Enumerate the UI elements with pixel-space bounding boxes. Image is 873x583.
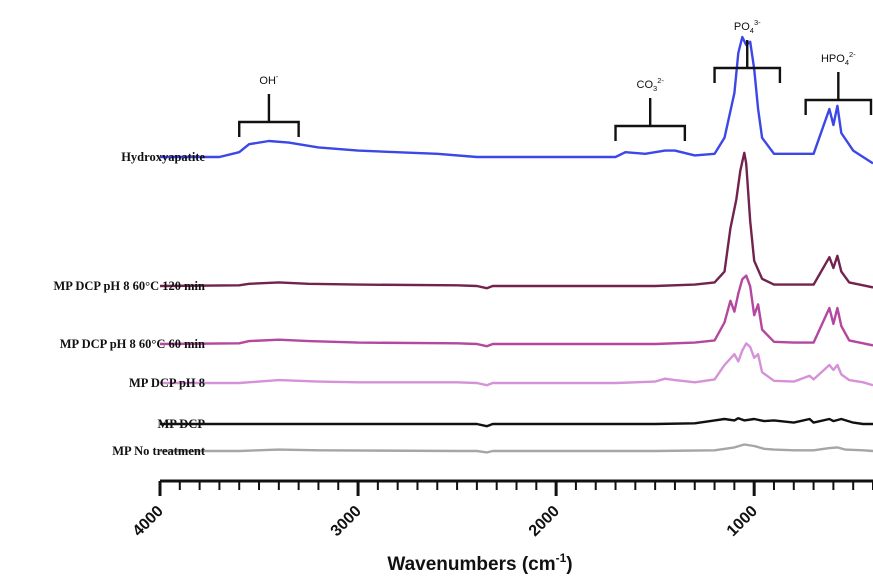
bracket-3	[804, 72, 873, 115]
series-line-5	[160, 443, 873, 454]
bracket-2	[713, 40, 782, 83]
series-line-3	[160, 342, 873, 387]
series-line-4	[160, 417, 873, 428]
series-label-0: Hydroxyapatite	[121, 150, 205, 164]
band-label-2: PO43-	[734, 18, 761, 35]
series-label-1: MP DCP pH 8 60°C 120 min	[53, 279, 205, 293]
series-labels: Hydroxyapatite MP DCP pH 8 60°C 120 min MP…	[53, 150, 205, 458]
band-annotations: OH- CO32- PO43- HPO42-	[238, 18, 873, 141]
x-axis: 4000 3000 2000 1000	[130, 479, 873, 540]
x-axis-title: Wavenumbers (cm-1)	[387, 551, 572, 575]
series-label-3: MP DCP pH 8	[129, 376, 205, 390]
band-label-1: CO32-	[637, 76, 665, 93]
tick-label-1000: 1000	[724, 503, 761, 540]
series-label-4: MP DCP	[157, 417, 205, 431]
series-line-2	[159, 274, 873, 348]
x-axis-major-ticks: 4000 3000 2000 1000	[130, 481, 761, 540]
series-line-1	[159, 151, 873, 290]
band-label-0: OH-	[259, 72, 279, 87]
tick-label-3000: 3000	[328, 503, 365, 540]
x-axis-title-close: )	[566, 554, 572, 575]
tick-label-4000: 4000	[130, 503, 167, 540]
bracket-0	[238, 94, 300, 137]
bracket-1	[614, 98, 687, 141]
band-label-3: HPO42-	[821, 50, 856, 67]
x-axis-title-superscript: -1	[556, 551, 567, 565]
series-label-2: MP DCP pH 8 60°C 60 min	[60, 337, 205, 351]
tick-label-2000: 2000	[526, 503, 563, 540]
x-axis-title-text: Wavenumbers (cm	[387, 554, 555, 575]
series-line-0	[160, 35, 873, 165]
series-label-5: MP No treatment	[112, 444, 206, 458]
spectra-traces	[159, 35, 873, 454]
